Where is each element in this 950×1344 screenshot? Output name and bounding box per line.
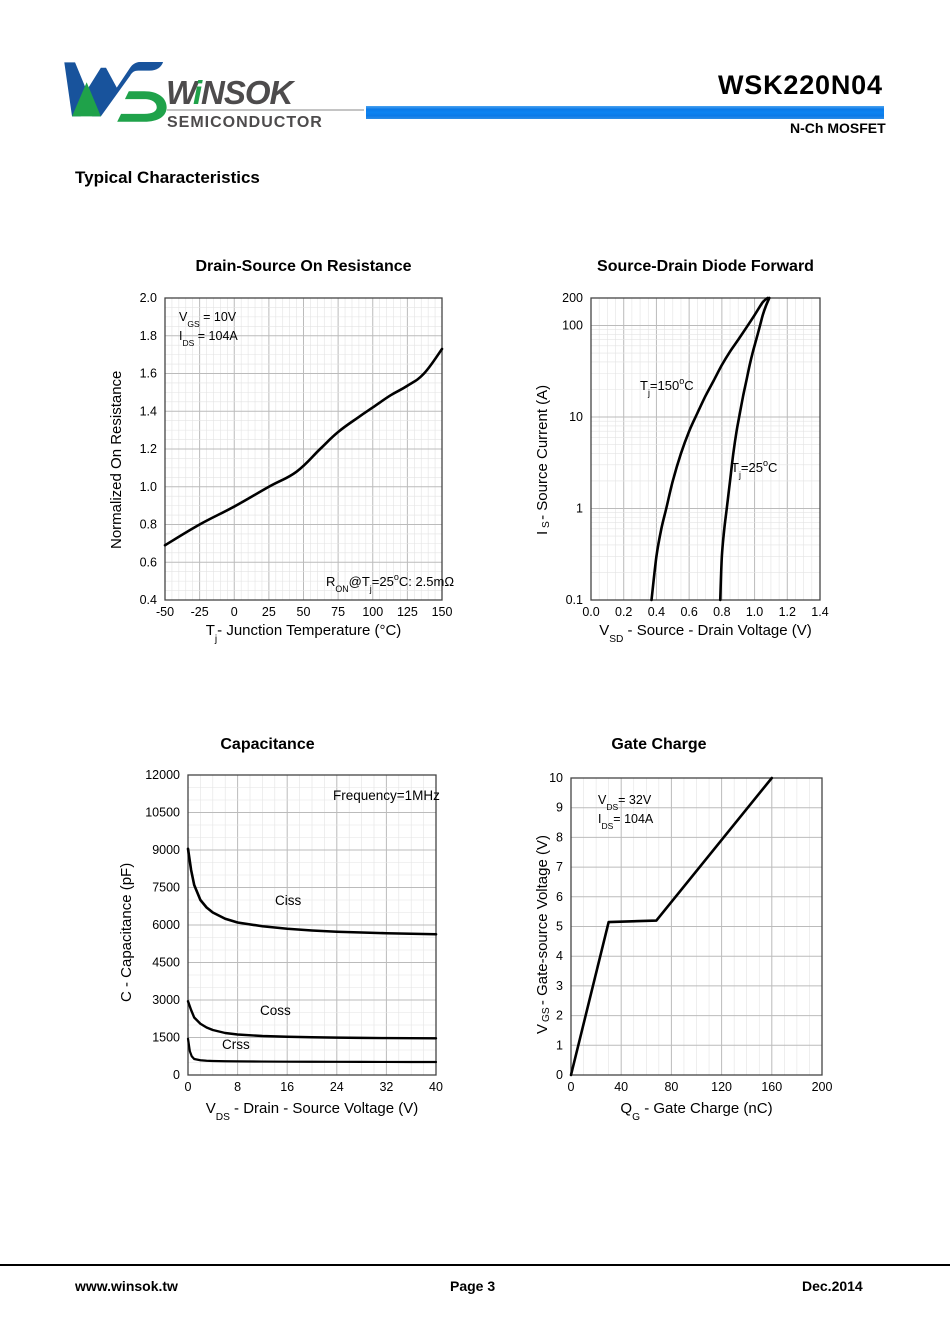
svg-text:0.0: 0.0 bbox=[582, 605, 599, 619]
svg-text:200: 200 bbox=[562, 291, 583, 305]
svg-text:4500: 4500 bbox=[152, 956, 180, 970]
svg-text:0.1: 0.1 bbox=[566, 593, 583, 607]
svg-text:150: 150 bbox=[432, 605, 453, 619]
svg-text:0: 0 bbox=[185, 1080, 192, 1094]
svg-text:0.4: 0.4 bbox=[140, 593, 157, 607]
svg-text:120: 120 bbox=[711, 1080, 732, 1094]
svg-text:5: 5 bbox=[556, 920, 563, 934]
svg-text:8: 8 bbox=[234, 1080, 241, 1094]
svg-text:7: 7 bbox=[556, 860, 563, 874]
svg-text:0.8: 0.8 bbox=[713, 605, 730, 619]
svg-text:3000: 3000 bbox=[152, 993, 180, 1007]
svg-text:0.2: 0.2 bbox=[615, 605, 632, 619]
svg-text:1.4: 1.4 bbox=[140, 404, 157, 418]
svg-text:1.2: 1.2 bbox=[140, 442, 157, 456]
svg-text:-25: -25 bbox=[191, 605, 209, 619]
svg-text:4: 4 bbox=[556, 949, 563, 963]
svg-text:1500: 1500 bbox=[152, 1031, 180, 1045]
svg-text:1: 1 bbox=[556, 1038, 563, 1052]
svg-text:0: 0 bbox=[231, 605, 238, 619]
svg-text:9000: 9000 bbox=[152, 843, 180, 857]
svg-text:SEMICONDUCTOR: SEMICONDUCTOR bbox=[167, 114, 323, 131]
svg-text:3: 3 bbox=[556, 979, 563, 993]
svg-text:0: 0 bbox=[556, 1068, 563, 1082]
svg-text:10: 10 bbox=[549, 771, 563, 785]
svg-text:32: 32 bbox=[379, 1080, 393, 1094]
svg-text:1.6: 1.6 bbox=[140, 367, 157, 381]
svg-text:2: 2 bbox=[556, 1009, 563, 1023]
svg-text:-50: -50 bbox=[156, 605, 174, 619]
svg-text:7500: 7500 bbox=[152, 881, 180, 895]
svg-text:1: 1 bbox=[576, 502, 583, 516]
svg-text:40: 40 bbox=[429, 1080, 443, 1094]
svg-text:1.8: 1.8 bbox=[140, 329, 157, 343]
svg-text:1.0: 1.0 bbox=[746, 605, 763, 619]
svg-text:6: 6 bbox=[556, 890, 563, 904]
svg-text:12000: 12000 bbox=[145, 768, 180, 782]
svg-text:8: 8 bbox=[556, 830, 563, 844]
svg-text:9: 9 bbox=[556, 801, 563, 815]
svg-text:160: 160 bbox=[761, 1080, 782, 1094]
svg-text:2.0: 2.0 bbox=[140, 291, 157, 305]
svg-text:6000: 6000 bbox=[152, 918, 180, 932]
svg-text:NSOK: NSOK bbox=[201, 74, 296, 111]
svg-text:200: 200 bbox=[812, 1080, 833, 1094]
svg-text:75: 75 bbox=[331, 605, 345, 619]
svg-text:40: 40 bbox=[614, 1080, 628, 1094]
svg-text:125: 125 bbox=[397, 605, 418, 619]
svg-text:0: 0 bbox=[173, 1068, 180, 1082]
svg-text:24: 24 bbox=[330, 1080, 344, 1094]
svg-text:0: 0 bbox=[568, 1080, 575, 1094]
svg-text:16: 16 bbox=[280, 1080, 294, 1094]
svg-text:25: 25 bbox=[262, 605, 276, 619]
svg-text:1.4: 1.4 bbox=[811, 605, 828, 619]
svg-text:1.2: 1.2 bbox=[779, 605, 796, 619]
svg-text:0.6: 0.6 bbox=[140, 555, 157, 569]
svg-text:100: 100 bbox=[562, 319, 583, 333]
svg-text:0.6: 0.6 bbox=[680, 605, 697, 619]
svg-text:50: 50 bbox=[297, 605, 311, 619]
svg-text:10: 10 bbox=[569, 410, 583, 424]
svg-text:100: 100 bbox=[362, 605, 383, 619]
svg-text:0.4: 0.4 bbox=[648, 605, 665, 619]
svg-text:1.0: 1.0 bbox=[140, 480, 157, 494]
svg-text:0.8: 0.8 bbox=[140, 518, 157, 532]
svg-text:10500: 10500 bbox=[145, 806, 180, 820]
svg-text:80: 80 bbox=[664, 1080, 678, 1094]
